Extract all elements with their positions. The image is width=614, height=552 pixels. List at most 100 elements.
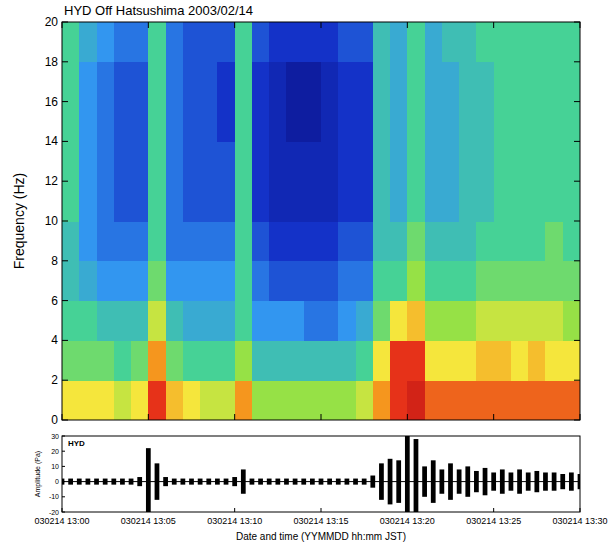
cell (356, 221, 374, 261)
x-axis-title: Date and time (YYMMDD hh:mm JST) (236, 531, 406, 542)
cell (356, 301, 374, 341)
x-tick (234, 414, 235, 420)
cell (235, 62, 253, 102)
cell (442, 141, 460, 181)
y-tick (574, 380, 580, 381)
cell (356, 261, 374, 301)
cell (286, 141, 304, 181)
cell (62, 141, 80, 181)
y-axis-title: Frequency (Hz) (11, 173, 27, 269)
cell (321, 340, 339, 380)
cell (235, 181, 253, 221)
cell (390, 301, 408, 341)
cell (200, 62, 218, 102)
cell (114, 261, 132, 301)
cell (494, 221, 512, 261)
cell (563, 62, 580, 102)
cell (166, 22, 184, 62)
cell (131, 261, 149, 301)
cell (356, 22, 374, 62)
cell (373, 301, 391, 341)
y-tick-label: 30 (51, 433, 59, 440)
cell (304, 380, 322, 420)
cell (425, 181, 443, 221)
cell (442, 221, 460, 261)
cell (338, 301, 356, 341)
cell (62, 340, 80, 380)
cell (217, 261, 235, 301)
cell (148, 22, 166, 62)
cell (356, 340, 374, 380)
cell (321, 141, 339, 181)
cell (97, 380, 115, 420)
cell (494, 102, 512, 142)
cell (166, 380, 184, 420)
cell (373, 340, 391, 380)
cell (200, 102, 218, 142)
cell (390, 261, 408, 301)
y-tick-label: 8 (51, 254, 58, 268)
cell (476, 380, 494, 420)
cell (235, 22, 253, 62)
cell (304, 221, 322, 261)
cell (356, 62, 374, 102)
cell (235, 221, 253, 261)
cell (511, 141, 529, 181)
cell (166, 181, 184, 221)
cell (321, 62, 339, 102)
cell (304, 102, 322, 142)
cell (511, 301, 529, 341)
cell (148, 221, 166, 261)
cell (321, 221, 339, 261)
cell (235, 261, 253, 301)
y-tick-label: 4 (51, 333, 58, 347)
cell (62, 181, 80, 221)
cell (286, 380, 304, 420)
cell (200, 22, 218, 62)
cell (79, 221, 97, 261)
cell (356, 181, 374, 221)
cell (166, 221, 184, 261)
x-tick (580, 508, 581, 512)
cell (545, 221, 563, 261)
cell (183, 221, 201, 261)
cell (304, 340, 322, 380)
cell (356, 102, 374, 142)
cell (97, 22, 115, 62)
x-tick (234, 22, 235, 28)
cell (390, 181, 408, 221)
cell (166, 340, 184, 380)
x-tick-label: 030214 13:05 (121, 516, 176, 526)
cell (200, 301, 218, 341)
cell (114, 301, 132, 341)
cell (407, 181, 425, 221)
cell (252, 22, 270, 62)
cell (545, 261, 563, 301)
cell (442, 301, 460, 341)
cell (494, 380, 512, 420)
cell (528, 62, 546, 102)
cell (407, 141, 425, 181)
x-tick (148, 508, 149, 512)
cell (476, 181, 494, 221)
cell (97, 141, 115, 181)
cell (114, 62, 132, 102)
cell (114, 22, 132, 62)
cell (79, 340, 97, 380)
x-tick-label: 030214 13:25 (466, 516, 521, 526)
cell (62, 102, 80, 142)
cell (304, 261, 322, 301)
cell (356, 380, 374, 420)
cell (338, 22, 356, 62)
cell (217, 102, 235, 142)
cell (511, 22, 529, 62)
cell (183, 340, 201, 380)
cell (511, 340, 529, 380)
x-tick (321, 508, 322, 512)
cell (321, 181, 339, 221)
cell (183, 62, 201, 102)
cell (269, 181, 287, 221)
cell (338, 102, 356, 142)
x-tick (580, 22, 581, 28)
cell (563, 22, 580, 62)
